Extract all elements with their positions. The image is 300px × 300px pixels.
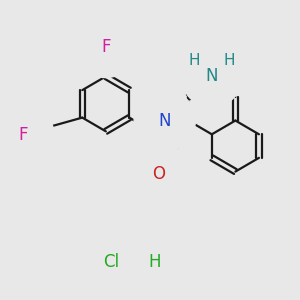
Text: N: N [206, 68, 218, 85]
Text: H: H [149, 253, 161, 271]
Text: H: H [188, 53, 200, 68]
Text: H: H [224, 53, 235, 68]
Text: N: N [158, 112, 171, 130]
Circle shape [201, 33, 258, 89]
Circle shape [0, 105, 54, 166]
Circle shape [181, 46, 242, 107]
Circle shape [134, 90, 195, 151]
Text: Cl: Cl [103, 253, 119, 271]
Circle shape [80, 231, 141, 292]
Text: F: F [19, 126, 28, 144]
Text: F: F [101, 38, 111, 56]
Circle shape [75, 16, 136, 78]
Text: O: O [152, 165, 165, 183]
Circle shape [166, 33, 222, 89]
Circle shape [124, 231, 185, 292]
Circle shape [128, 143, 190, 204]
